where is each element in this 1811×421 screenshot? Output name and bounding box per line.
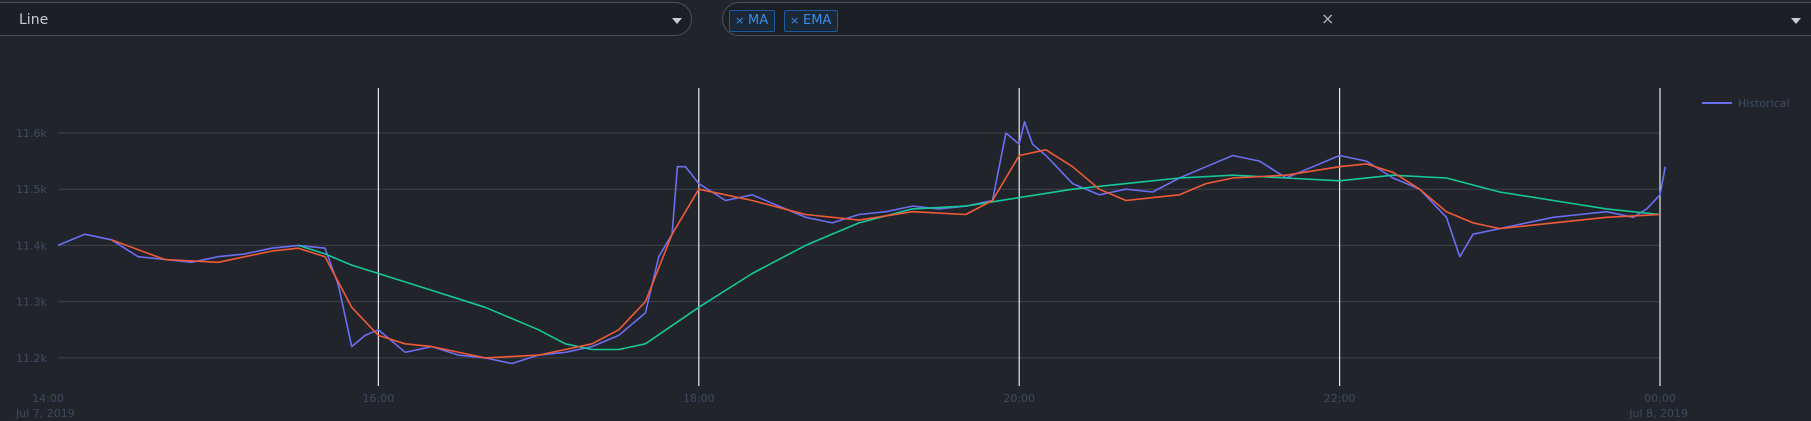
indicators-select[interactable]: × MA × EMA × [722,2,1811,36]
x-tick-label-3: 20:00 [1003,392,1035,405]
chart-type-select[interactable]: Line [0,2,692,36]
chevron-down-icon[interactable] [672,18,682,24]
remove-ema-icon[interactable]: × [790,14,800,27]
remove-ma-icon[interactable]: × [735,14,745,27]
x-tick-sublabel-0: Jul 7, 2019 [15,407,75,420]
y-tick-label-3: 11.5k [16,183,47,196]
x-tick-label-5: 00:00 [1644,392,1676,405]
series-line-ema [111,149,1661,359]
chip-ma[interactable]: × MA [729,10,776,32]
price-chart: 11.2k 11.3k 11.4k 11.5k 11.6k 14:00 Jul 7, 201… [0,40,1811,421]
chip-ema-label: EMA [803,13,832,28]
x-tick-label-0: 14:00 [32,392,64,405]
legend-label-0: Historical [1738,97,1790,110]
chip-ma-label: MA [748,13,769,28]
chevron-down-icon[interactable] [1791,18,1801,24]
y-tick-label-1: 11.3k [16,296,47,309]
x-tick-label-1: 16:00 [363,392,395,405]
chart-type-value: Line [19,12,49,28]
series-line-ma [298,174,1661,351]
x-tick-label-2: 18:00 [683,392,715,405]
y-tick-label-2: 11.4k [16,239,47,252]
chip-ema[interactable]: × EMA [784,10,839,32]
x-tick-sublabel-5: Jul 8, 2019 [1628,407,1688,420]
series-line-historical [57,120,1667,365]
x-tick-label-4: 22:00 [1324,392,1356,405]
indicator-toolbar: Line × MA × EMA × [0,0,1811,40]
clear-indicators-icon[interactable]: × [1321,9,1335,28]
y-tick-label-0: 11.2k [16,352,47,365]
chart-canvas: 11.2k 11.3k 11.4k 11.5k 11.6k 14:00 Jul 7, 201… [15,88,1790,420]
y-tick-label-4: 11.6k [16,127,47,140]
